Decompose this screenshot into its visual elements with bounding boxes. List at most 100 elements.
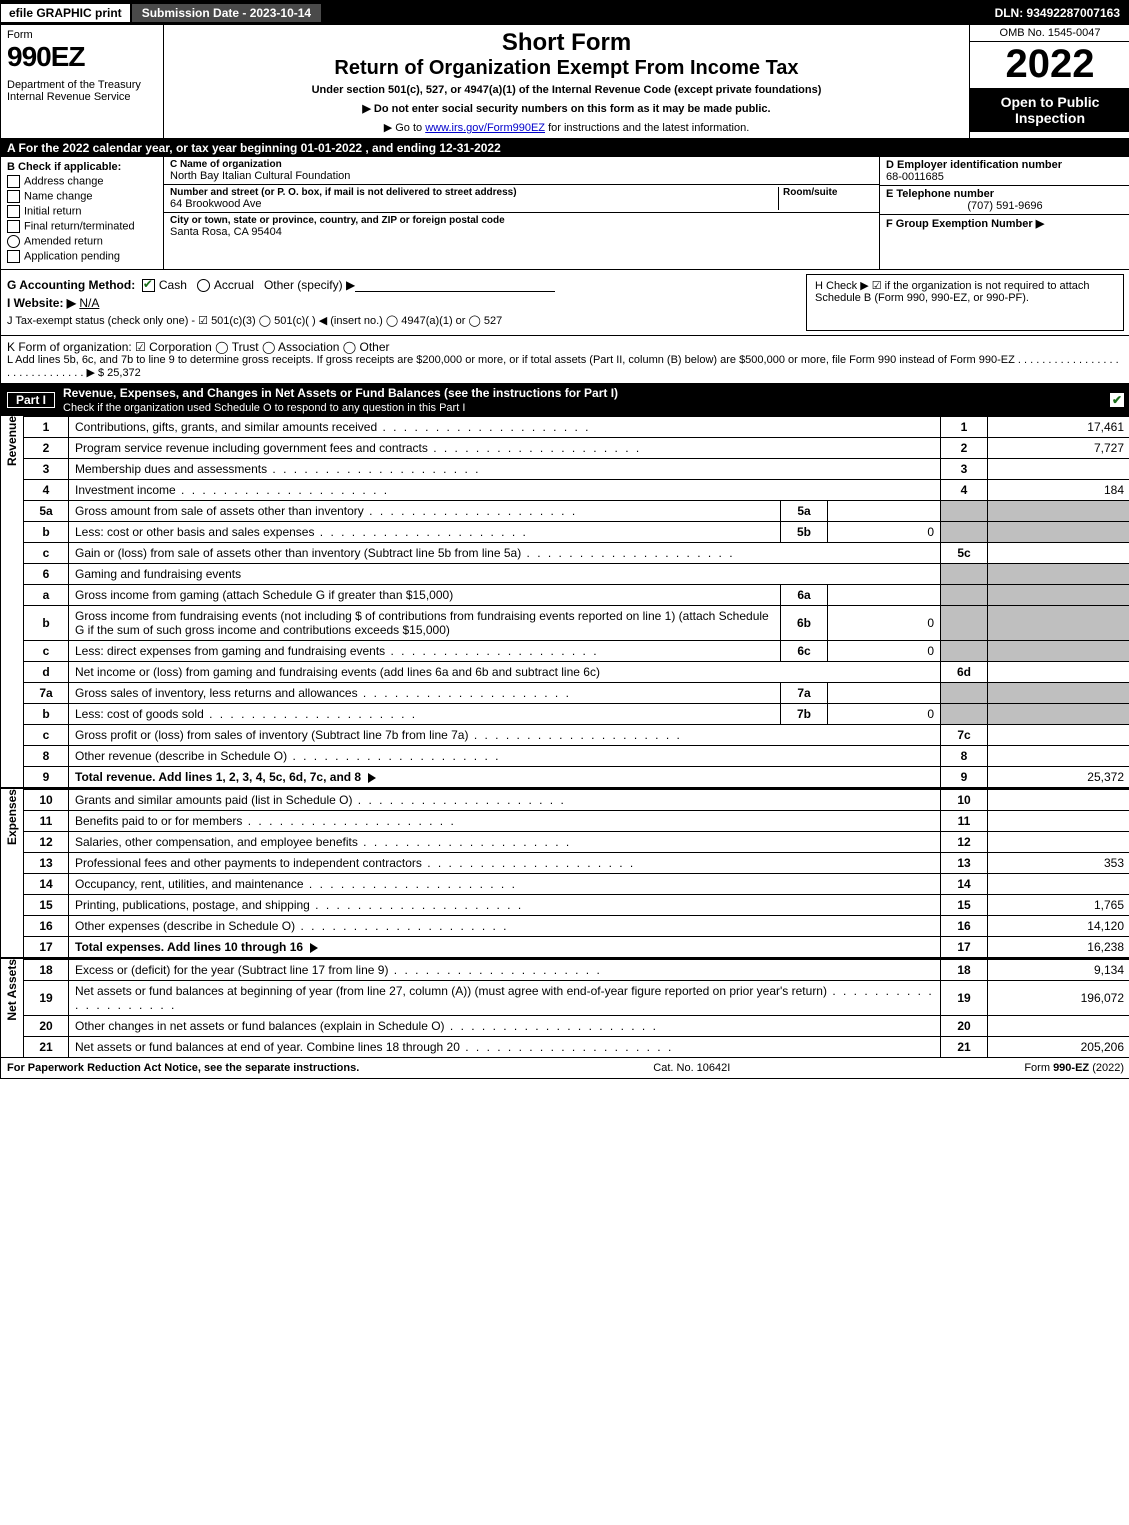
section-a: A For the 2022 calendar year, or tax yea… (1, 139, 1129, 157)
c-street-label: Number and street (or P. O. box, if mail… (170, 187, 778, 198)
line-1: 1Contributions, gifts, grants, and simil… (24, 417, 1129, 438)
line-7c: cGross profit or (loss) from sales of in… (24, 725, 1129, 746)
form-id-box: Form 990EZ Department of the Treasury In… (1, 25, 164, 138)
line-21: 21Net assets or fund balances at end of … (24, 1037, 1129, 1058)
phone: (707) 591-9696 (886, 200, 1124, 212)
line-15: 15Printing, publications, postage, and s… (24, 895, 1129, 916)
line-6: 6Gaming and fundraising events (24, 564, 1129, 585)
expenses-table: 10Grants and similar amounts paid (list … (24, 789, 1129, 957)
form-header: Form 990EZ Department of the Treasury In… (1, 25, 1129, 139)
top-bar: efile GRAPHIC print Submission Date - 20… (1, 1, 1129, 25)
footer-right: Form 990-EZ (2022) (1024, 1062, 1124, 1074)
net-assets-table: 18Excess or (deficit) for the year (Subt… (24, 959, 1129, 1057)
line-g: G Accounting Method: Cash Accrual Other … (7, 278, 806, 292)
line-13: 13Professional fees and other payments t… (24, 853, 1129, 874)
line-5b: bLess: cost or other basis and sales exp… (24, 522, 1129, 543)
col-d: D Employer identification number 68-0011… (879, 157, 1129, 269)
check-name-change[interactable]: Name change (7, 190, 157, 203)
line-17: 17Total expenses. Add lines 10 through 1… (24, 937, 1129, 958)
lines-k-l: K Form of organization: ☑ Corporation ◯ … (1, 336, 1129, 384)
expenses-section: Expenses 10Grants and similar amounts pa… (1, 787, 1129, 957)
footer-cat: Cat. No. 10642I (653, 1062, 730, 1074)
line-2: 2Program service revenue including gover… (24, 438, 1129, 459)
form-word: Form (7, 29, 157, 41)
irs-link[interactable]: www.irs.gov/Form990EZ (425, 122, 545, 134)
part-1-sub: Check if the organization used Schedule … (63, 402, 465, 414)
revenue-section: Revenue 1Contributions, gifts, grants, a… (1, 416, 1129, 787)
org-city: Santa Rosa, CA 95404 (170, 226, 873, 238)
tax-year: 2022 (970, 42, 1129, 84)
line-7b: bLess: cost of goods sold7b0 (24, 704, 1129, 725)
omb-number: OMB No. 1545-0047 (970, 25, 1129, 42)
footer-left: For Paperwork Reduction Act Notice, see … (7, 1062, 359, 1074)
page: efile GRAPHIC print Submission Date - 20… (0, 0, 1129, 1079)
check-application-pending[interactable]: Application pending (7, 250, 157, 263)
org-street: 64 Brookwood Ave (170, 198, 778, 210)
c-name-label: C Name of organization (170, 159, 873, 170)
line-8: 8Other revenue (describe in Schedule O)8 (24, 746, 1129, 767)
line-14: 14Occupancy, rent, utilities, and mainte… (24, 874, 1129, 895)
title-box: Short Form Return of Organization Exempt… (164, 25, 969, 138)
line-6a: aGross income from gaming (attach Schedu… (24, 585, 1129, 606)
line-k: K Form of organization: ☑ Corporation ◯ … (7, 340, 1124, 354)
part-1-pill: Part I (7, 392, 55, 408)
check-final-return[interactable]: Final return/terminated (7, 220, 157, 233)
line-6c: cLess: direct expenses from gaming and f… (24, 641, 1129, 662)
year-box: OMB No. 1545-0047 2022 Open to Public In… (969, 25, 1129, 138)
footer: For Paperwork Reduction Act Notice, see … (1, 1057, 1129, 1078)
phone-label: E Telephone number (886, 188, 1124, 200)
line-16: 16Other expenses (describe in Schedule O… (24, 916, 1129, 937)
room-label: Room/suite (783, 187, 873, 198)
c-city-label: City or town, state or province, country… (170, 215, 873, 226)
submission-date: Submission Date - 2023-10-14 (132, 4, 321, 22)
line-9: 9Total revenue. Add lines 1, 2, 3, 4, 5c… (24, 767, 1129, 788)
dln: DLN: 93492287007163 (985, 4, 1129, 22)
side-expenses: Expenses (1, 789, 24, 957)
line-h: H Check ▶ ☑ if the organization is not r… (806, 274, 1124, 331)
line-10: 10Grants and similar amounts paid (list … (24, 790, 1129, 811)
line-19: 19Net assets or fund balances at beginni… (24, 981, 1129, 1016)
col-b: B Check if applicable: Address change Na… (1, 157, 164, 269)
line-j: J Tax-exempt status (check only one) - ☑… (7, 314, 806, 327)
part-1-title: Revenue, Expenses, and Changes in Net As… (63, 386, 618, 400)
line-5a: 5aGross amount from sale of assets other… (24, 501, 1129, 522)
instr2: ▶ Go to www.irs.gov/Form990EZ for instru… (172, 121, 961, 134)
form-number: 990EZ (7, 41, 157, 73)
line-l: L Add lines 5b, 6c, and 7b to line 9 to … (7, 354, 1124, 379)
open-to-public: Open to Public Inspection (970, 88, 1129, 132)
line-i: I Website: ▶ N/A (7, 296, 806, 310)
lines-g-j: G Accounting Method: Cash Accrual Other … (1, 270, 1129, 336)
ein: 68-0011685 (886, 171, 1124, 183)
check-initial-return[interactable]: Initial return (7, 205, 157, 218)
revenue-table: 1Contributions, gifts, grants, and simil… (24, 416, 1129, 787)
line-6d: dNet income or (loss) from gaming and fu… (24, 662, 1129, 683)
line-12: 12Salaries, other compensation, and empl… (24, 832, 1129, 853)
ein-label: D Employer identification number (886, 159, 1124, 171)
line-6b: bGross income from fundraising events (n… (24, 606, 1129, 641)
b-header: B Check if applicable: (7, 161, 157, 173)
efile-print-button[interactable]: efile GRAPHIC print (1, 4, 132, 22)
short-title: Short Form (172, 29, 961, 57)
line-7a: 7aGross sales of inventory, less returns… (24, 683, 1129, 704)
under-text: Under section 501(c), 527, or 4947(a)(1)… (172, 84, 961, 96)
line-3: 3Membership dues and assessments3 (24, 459, 1129, 480)
line-4: 4Investment income4184 (24, 480, 1129, 501)
org-name: North Bay Italian Cultural Foundation (170, 170, 873, 182)
org-info: B Check if applicable: Address change Na… (1, 157, 1129, 270)
net-assets-section: Net Assets 18Excess or (deficit) for the… (1, 957, 1129, 1057)
side-revenue: Revenue (1, 416, 24, 787)
line-20: 20Other changes in net assets or fund ba… (24, 1016, 1129, 1037)
instr1: ▶ Do not enter social security numbers o… (172, 102, 961, 115)
group-label: F Group Exemption Number ▶ (886, 217, 1124, 230)
side-net-assets: Net Assets (1, 959, 24, 1057)
department: Department of the Treasury Internal Reve… (7, 79, 157, 103)
check-amended[interactable]: Amended return (7, 235, 157, 248)
part-1-header: Part I Revenue, Expenses, and Changes in… (1, 384, 1129, 416)
check-address-change[interactable]: Address change (7, 175, 157, 188)
schedule-o-check[interactable]: ✔ (1110, 393, 1124, 407)
long-title: Return of Organization Exempt From Incom… (172, 57, 961, 80)
line-5c: cGain or (loss) from sale of assets othe… (24, 543, 1129, 564)
line-18: 18Excess or (deficit) for the year (Subt… (24, 960, 1129, 981)
col-c: C Name of organization North Bay Italian… (164, 157, 879, 269)
line-11: 11Benefits paid to or for members11 (24, 811, 1129, 832)
